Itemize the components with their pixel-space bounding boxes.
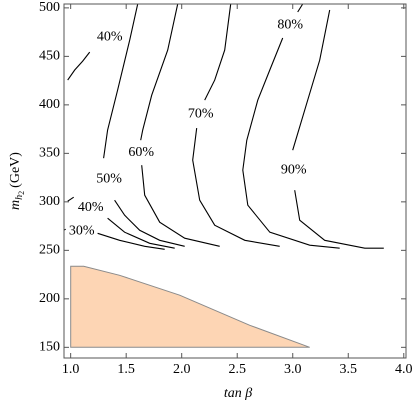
contour-line xyxy=(67,51,91,81)
contour-label: 40% xyxy=(78,200,104,215)
y-axis-label: mh2 (GeV) xyxy=(8,152,26,210)
x-tick-label: 3.0 xyxy=(284,362,302,377)
x-tick-label: 1.0 xyxy=(62,362,80,377)
y-tick-label: 300 xyxy=(39,194,60,209)
y-label-subscript: h xyxy=(14,195,25,200)
contour-line xyxy=(67,196,175,249)
contour-line xyxy=(242,3,340,249)
x-tick-label: 4.0 xyxy=(395,362,413,377)
contour-line xyxy=(192,3,280,247)
contour-line xyxy=(103,3,185,247)
plot-frame xyxy=(63,3,407,359)
contour-label: 80% xyxy=(277,17,303,32)
y-tick-label: 250 xyxy=(39,243,60,258)
y-tick-label: 500 xyxy=(39,0,60,15)
contour-label: 30% xyxy=(69,223,95,238)
excluded-region xyxy=(70,265,310,348)
contour-label: 90% xyxy=(281,162,307,177)
contour-label: 70% xyxy=(188,106,214,121)
y-tick-label: 350 xyxy=(39,146,60,161)
y-tick-label: 400 xyxy=(39,97,60,112)
y-tick-label: 200 xyxy=(39,291,60,306)
contour-label: 40% xyxy=(97,29,123,44)
contour-line xyxy=(140,3,220,247)
contour-line xyxy=(292,9,384,249)
y-label-symbol: m xyxy=(8,200,23,210)
contour-label: 50% xyxy=(96,171,122,186)
x-tick-label: 3.5 xyxy=(340,362,358,377)
y-label-sub-subscript: 2 xyxy=(17,191,26,195)
y-tick-label: 450 xyxy=(39,49,60,64)
contour-label: 60% xyxy=(128,145,154,160)
y-tick-label: 150 xyxy=(39,340,60,355)
x-tick-label: 2.5 xyxy=(228,362,246,377)
x-axis-label: tan β xyxy=(224,386,252,401)
y-label-unit: (GeV) xyxy=(8,152,23,188)
x-tick-label: 2.0 xyxy=(173,362,191,377)
x-tick-label: 1.5 xyxy=(117,362,135,377)
